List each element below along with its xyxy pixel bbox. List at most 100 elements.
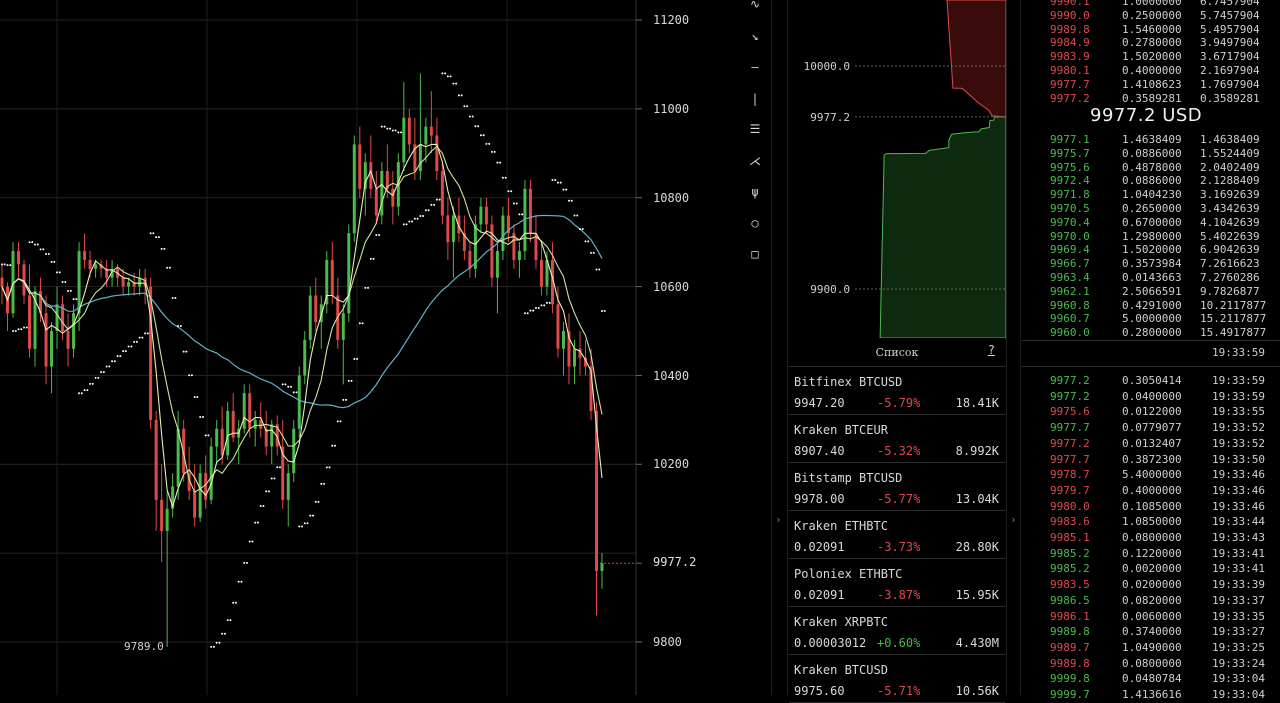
sar-dot: [86, 389, 89, 392]
market-row[interactable]: Bitstamp BTCUSD 9978.00 -5.77% 13.04K: [789, 463, 1005, 511]
sar-dot: [562, 188, 565, 191]
sar-dot: [512, 202, 515, 205]
candle-body: [94, 264, 98, 269]
candle-body: [110, 268, 114, 278]
trade-amount: 0.0060000: [1122, 609, 1182, 623]
sar-dot: [122, 350, 125, 353]
bid-row[interactable]: 9960.0 0.2800000 15.4917877: [1022, 326, 1280, 340]
trade-amount: 0.0020000: [1122, 562, 1182, 576]
bid-row[interactable]: 9960.7 5.0000000 15.2117877: [1022, 312, 1280, 326]
ask-row[interactable]: 9990.0 0.2500000 5.7457904: [1022, 9, 1280, 23]
bid-row[interactable]: 9975.7 0.0886000 1.5524409: [1022, 147, 1280, 161]
ticker-time: 19:33:59: [1212, 346, 1265, 359]
orderbook-separator: [1022, 366, 1280, 367]
market-name: Kraken XRPBTC: [794, 615, 888, 629]
bid-row[interactable]: 9966.7 0.3573984 7.2616623: [1022, 257, 1280, 271]
sar-dot: [75, 298, 78, 301]
trade-price: 9977.2: [1050, 389, 1090, 403]
ask-row[interactable]: 9990.1 1.0000000 6.7457904: [1022, 0, 1280, 9]
market-change: -3.73%: [877, 540, 921, 554]
bid-row[interactable]: 9962.1 2.5066591 9.7826877: [1022, 285, 1280, 299]
market-row[interactable]: Bitfinex BTCUSD 9947.20 -5.79% 18.41K: [789, 367, 1005, 415]
candle-body: [0, 277, 4, 287]
ask-row[interactable]: 9977.7 1.4108623 1.7697904: [1022, 78, 1280, 92]
candle-body: [83, 251, 87, 260]
candle-body: [77, 251, 81, 314]
sar-dot: [518, 213, 521, 216]
trade-price: 9986.1: [1050, 609, 1090, 623]
ask-row[interactable]: 9984.9 0.2780000 3.9497904: [1022, 36, 1280, 50]
sma-mid-line: [1, 145, 603, 493]
bid-row[interactable]: 9970.0 1.2980000 5.4022639: [1022, 230, 1280, 244]
bid-row[interactable]: 9970.4 0.6700000 4.1042639: [1022, 216, 1280, 230]
ask-row[interactable]: 9989.8 1.5460000 5.4957904: [1022, 23, 1280, 37]
sar-dot: [174, 297, 177, 300]
market-row[interactable]: Kraken XRPBTC 0.00003012 +0.60% 4.430M: [789, 607, 1005, 655]
markets-list: Список ? Bitfinex BTCUSD 9947.20 -5.79% 18.…: [789, 340, 1005, 703]
sar-dot: [427, 209, 430, 212]
market-volume: 8.992K: [955, 444, 999, 458]
sar-dot: [284, 383, 287, 386]
expand-chevron-icon[interactable]: ›: [1010, 513, 1017, 526]
session-low-label: 9789.0: [124, 640, 164, 653]
bid-row[interactable]: 9972.4 0.0886000 2.1288409: [1022, 174, 1280, 188]
trade-price: 9983.5: [1050, 578, 1090, 592]
fan-icon[interactable]: ⋌: [749, 154, 761, 168]
market-row[interactable]: Kraken ETHBTC 0.02091 -3.73% 28.80K: [789, 511, 1005, 559]
bid-row[interactable]: 9970.5 0.2650000 3.4342639: [1022, 202, 1280, 216]
trade-time: 19:33:46: [1212, 468, 1265, 482]
expand-chevron-icon[interactable]: ›: [775, 513, 782, 526]
sar-dot: [587, 240, 590, 243]
sar-dot: [273, 477, 276, 480]
candle-body: [495, 251, 499, 278]
bid-row[interactable]: 9960.8 0.4291000 10.2117877: [1022, 299, 1280, 313]
candle-body: [253, 419, 257, 429]
trade-price: 9977.7: [1050, 421, 1090, 435]
pitchfork-icon[interactable]: ψ: [751, 185, 759, 199]
sar-dot: [554, 178, 557, 181]
sar-dot: [163, 247, 166, 250]
sar-dot: [61, 281, 64, 284]
sar-dot: [133, 340, 136, 343]
help-button[interactable]: ?: [987, 343, 995, 357]
market-row[interactable]: Poloniex ETHBTC 0.02091 -3.87% 15.95K: [789, 559, 1005, 607]
wave-icon[interactable]: ∿: [749, 0, 761, 11]
price-chart[interactable]: 11200 11000 10800 10600 10400 10200 9800…: [0, 0, 735, 695]
rectangle-icon[interactable]: □: [751, 247, 759, 261]
sar-dot: [124, 350, 127, 353]
bid-row[interactable]: 9969.4 1.5020000 6.9042639: [1022, 243, 1280, 257]
candle-body: [72, 313, 76, 349]
candle-body: [567, 331, 571, 367]
bid-row[interactable]: 9975.6 0.4878000 2.0402409: [1022, 161, 1280, 175]
ask-price: 9983.9: [1050, 50, 1090, 64]
ask-row[interactable]: 9980.1 0.4000000 2.1697904: [1022, 64, 1280, 78]
trade-amount: 1.0490000: [1122, 640, 1182, 654]
ask-row[interactable]: 9983.9 1.5020000 3.6717904: [1022, 50, 1280, 64]
candlestick-chart-svg[interactable]: [0, 0, 735, 695]
market-name: Kraken BTCEUR: [794, 423, 888, 437]
y-tick-label: 11000: [653, 102, 690, 116]
bid-row[interactable]: 9963.4 0.0143663 7.2760286: [1022, 271, 1280, 285]
sar-dot: [595, 268, 598, 271]
bid-row[interactable]: 9977.1 1.4638409 1.4638409: [1022, 133, 1280, 147]
ask-row[interactable]: 9977.2 0.3589281 0.3589281: [1022, 92, 1280, 106]
market-row[interactable]: Kraken BTCUSD 9975.60 -5.71% 10.56K: [789, 655, 1005, 703]
bid-row[interactable]: 9971.8 1.0404230 3.1692639: [1022, 188, 1280, 202]
sar-dot: [534, 306, 537, 309]
sar-dot: [234, 601, 237, 604]
vline-icon[interactable]: |: [751, 92, 759, 106]
depth-chart[interactable]: [789, 0, 1006, 338]
hline-icon[interactable]: —: [751, 60, 759, 74]
trade-time: 19:33:27: [1212, 625, 1265, 639]
circle-icon[interactable]: ○: [751, 216, 759, 230]
sar-dot: [400, 131, 403, 134]
y-tick-label: 10200: [653, 457, 690, 471]
sar-dot: [529, 309, 532, 312]
market-row[interactable]: Kraken BTCEUR 8907.40 -5.32% 8.992K: [789, 415, 1005, 463]
sar-dot: [265, 490, 268, 493]
sar-dot: [515, 202, 518, 205]
bid-total: 3.1692639: [1200, 188, 1260, 202]
fib-icon[interactable]: ☰: [749, 122, 761, 136]
trade-price: 9985.2: [1050, 562, 1090, 576]
arrow-icon[interactable]: ↘: [751, 29, 759, 43]
